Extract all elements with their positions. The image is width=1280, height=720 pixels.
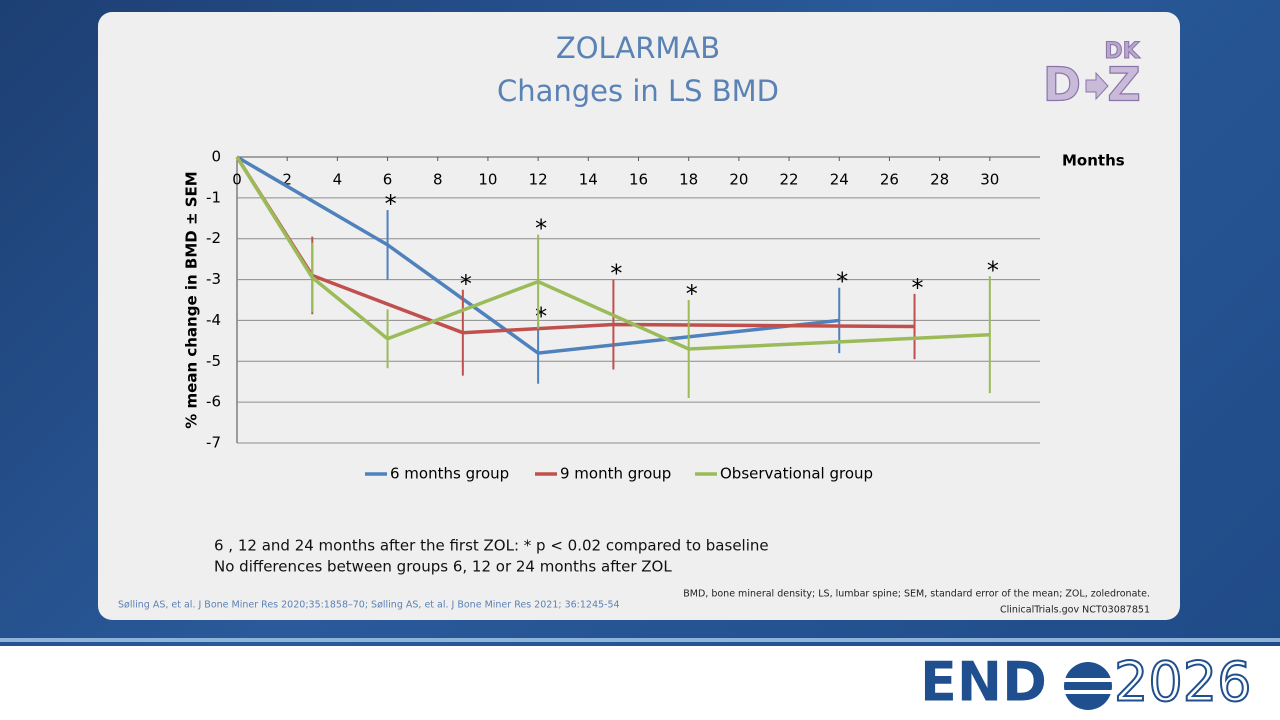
significance-mark: * — [460, 270, 472, 298]
legend-label: 9 month group — [560, 465, 671, 483]
x-tick-label: 16 — [629, 171, 648, 189]
x-tick-label: 28 — [930, 171, 949, 189]
x-tick-label: 2 — [282, 171, 292, 189]
x-tick-label: 10 — [478, 171, 497, 189]
significance-mark: * — [385, 190, 397, 218]
citation: Sølling AS, et al. J Bone Miner Res 2020… — [118, 600, 620, 611]
note: 6 , 12 and 24 months after the first ZOL… — [214, 537, 769, 555]
event-globe — [1064, 662, 1112, 710]
x-tick-label: 30 — [980, 171, 999, 189]
legend-label: 6 months group — [390, 465, 509, 483]
x-tick-label: 20 — [729, 171, 748, 189]
x-tick-label: 22 — [780, 171, 799, 189]
stripe — [0, 638, 1280, 642]
event-name: END — [920, 651, 1047, 714]
x-tick-label: 0 — [232, 171, 242, 189]
y-tick-label: -3 — [206, 270, 221, 288]
logo-small: DK — [1104, 39, 1140, 64]
x-tick-label: 4 — [333, 171, 343, 189]
logo-right: Z — [1107, 58, 1140, 112]
logo-arrow — [1085, 71, 1109, 101]
abbreviations: BMD, bone mineral density; LS, lumbar sp… — [683, 589, 1150, 600]
y-tick-label: -6 — [206, 393, 221, 411]
event-year: 2026 — [1114, 651, 1251, 714]
x-tick-label: 26 — [880, 171, 899, 189]
card — [98, 12, 1180, 620]
note: No differences between groups 6, 12 or 2… — [214, 558, 672, 576]
x-tick-label: 6 — [383, 171, 393, 189]
significance-mark: * — [535, 302, 547, 330]
x-tick-label: 8 — [433, 171, 443, 189]
y-tick-label: -1 — [206, 188, 221, 206]
x-tick-label: 12 — [529, 171, 548, 189]
significance-mark: * — [610, 260, 622, 288]
significance-mark: * — [987, 256, 999, 284]
chart-title: ZOLARMAB — [556, 31, 720, 65]
y-tick-label: -4 — [206, 311, 221, 329]
y-tick-label: -2 — [206, 229, 221, 247]
y-tick-label: -5 — [206, 352, 221, 370]
x-tick-label: 14 — [579, 171, 598, 189]
logo-left: D — [1043, 58, 1081, 112]
x-axis-label: Months — [1062, 152, 1125, 170]
significance-mark: * — [836, 268, 848, 296]
legend-label: Observational group — [720, 465, 873, 483]
y-axis-label: % mean change in BMD ± SEM — [183, 171, 201, 428]
series-line — [235, 156, 990, 351]
y-tick-label: -7 — [206, 434, 221, 452]
significance-mark: * — [912, 274, 924, 302]
trial-id: ClinicalTrials.gov NCT03087851 — [1000, 605, 1150, 616]
chart-subtitle: Changes in LS BMD — [497, 74, 779, 108]
significance-mark: * — [686, 280, 698, 308]
y-tick-label: 0 — [211, 148, 221, 166]
x-tick-label: 18 — [679, 171, 698, 189]
significance-mark: * — [535, 215, 547, 243]
x-tick-label: 24 — [830, 171, 849, 189]
